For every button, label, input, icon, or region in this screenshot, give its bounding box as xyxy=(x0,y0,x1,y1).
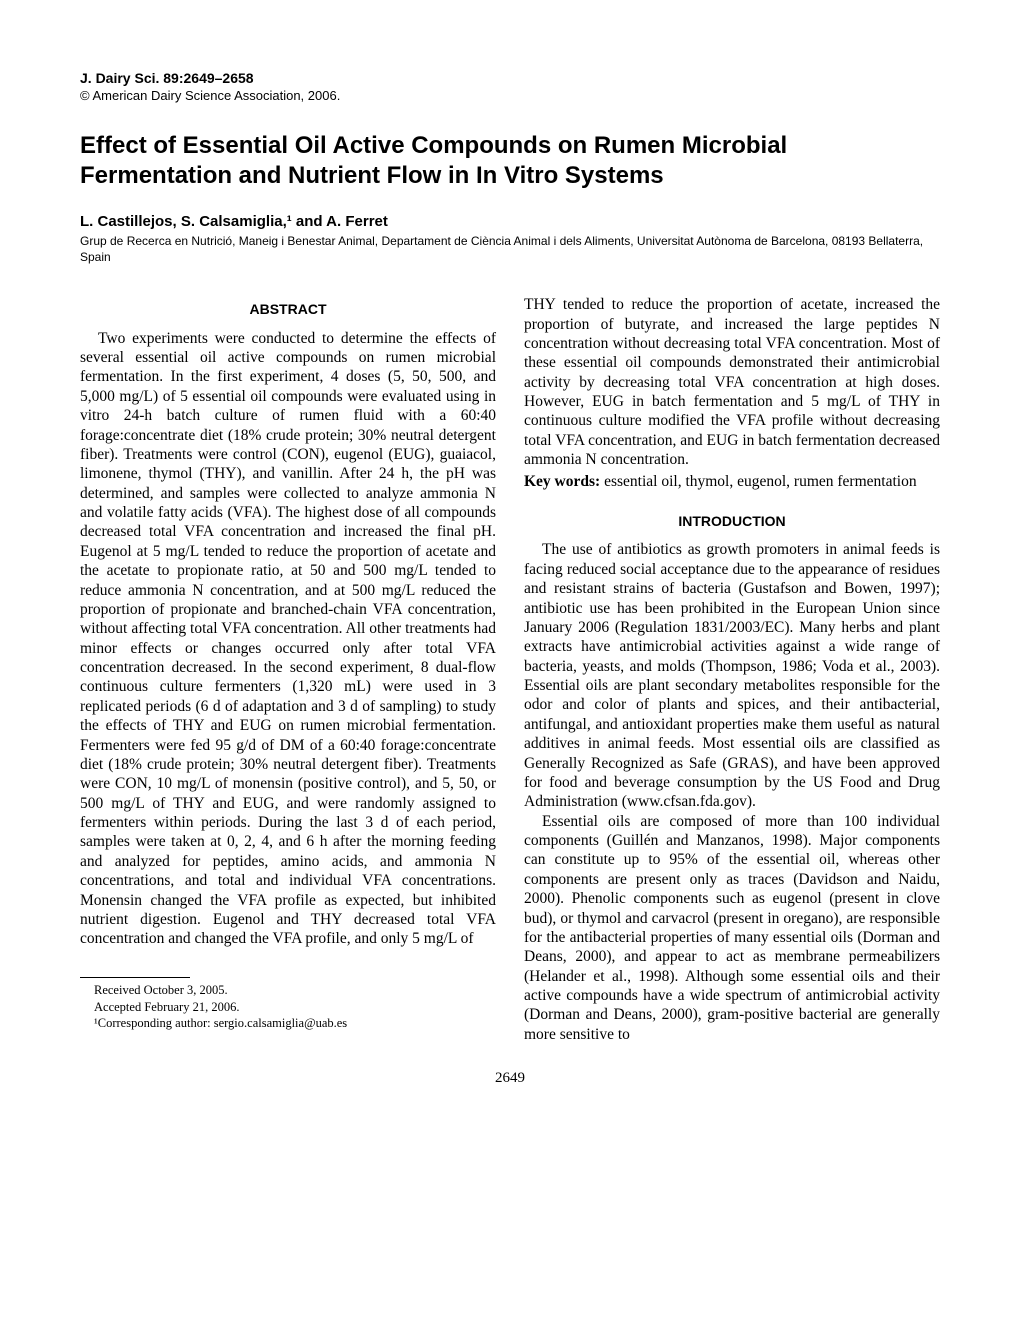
body-columns: ABSTRACT Two experiments were conducted … xyxy=(80,295,940,1044)
footnote-separator xyxy=(80,977,190,978)
keywords-text: essential oil, thymol, eugenol, rumen fe… xyxy=(600,473,916,490)
introduction-heading: INTRODUCTION xyxy=(524,513,940,531)
article-title: Effect of Essential Oil Active Compounds… xyxy=(80,131,940,191)
left-column: ABSTRACT Two experiments were conducted … xyxy=(80,295,496,1044)
author-list: L. Castillejos, S. Calsamiglia,¹ and A. … xyxy=(80,213,940,230)
keywords-label: Key words: xyxy=(524,473,600,490)
copyright-line: © American Dairy Science Association, 20… xyxy=(80,88,940,103)
abstract-continuation: THY tended to reduce the proportion of a… xyxy=(524,295,940,469)
introduction-paragraph-1: The use of antibiotics as growth promote… xyxy=(524,540,940,811)
page-number: 2649 xyxy=(80,1070,940,1087)
affiliation: Grup de Recerca en Nutrició, Maneig i Be… xyxy=(80,234,940,265)
abstract-heading: ABSTRACT xyxy=(80,301,496,319)
page: J. Dairy Sci. 89:2649–2658 © American Da… xyxy=(0,0,1020,1137)
footnote-received: Received October 3, 2005. xyxy=(80,982,496,999)
keywords-line: Key words: essential oil, thymol, eugeno… xyxy=(524,472,940,491)
footnote-corresponding: ¹Corresponding author: sergio.calsamigli… xyxy=(80,1015,496,1032)
journal-reference: J. Dairy Sci. 89:2649–2658 xyxy=(80,70,940,86)
abstract-paragraph: Two experiments were conducted to determ… xyxy=(80,329,496,949)
footnote-accepted: Accepted February 21, 2006. xyxy=(80,999,496,1016)
right-column: THY tended to reduce the proportion of a… xyxy=(524,295,940,1044)
introduction-paragraph-2: Essential oils are composed of more than… xyxy=(524,812,940,1045)
